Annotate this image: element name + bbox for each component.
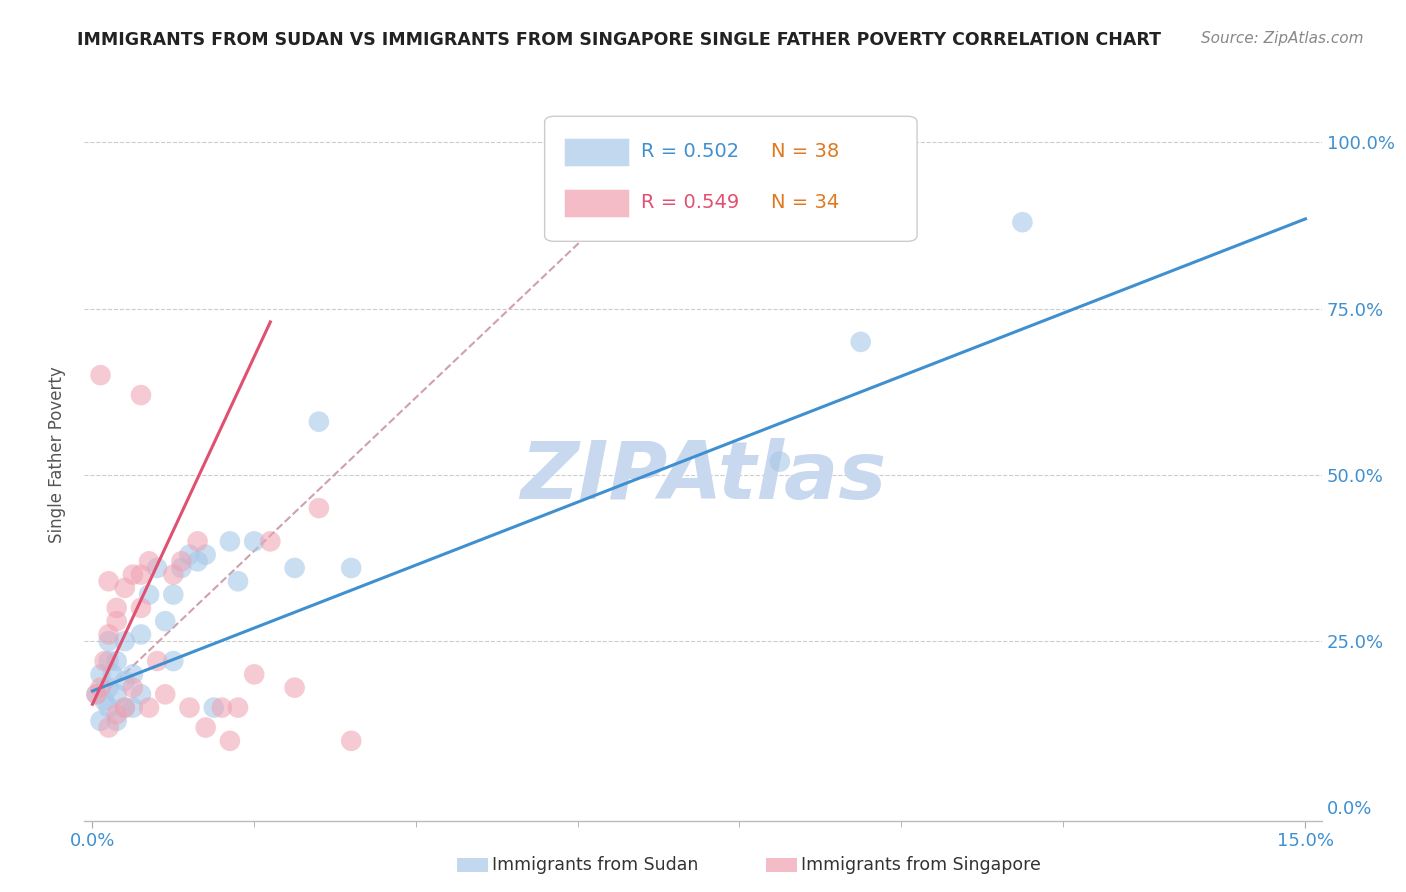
Point bbox=[114, 700, 136, 714]
Point bbox=[211, 700, 233, 714]
Point bbox=[1011, 215, 1033, 229]
Point bbox=[308, 415, 330, 429]
Point bbox=[122, 681, 145, 695]
Text: R = 0.549: R = 0.549 bbox=[641, 193, 740, 212]
FancyBboxPatch shape bbox=[564, 189, 628, 218]
Point bbox=[97, 574, 120, 589]
Point bbox=[146, 654, 169, 668]
Point bbox=[284, 681, 307, 695]
Text: Immigrants from Singapore: Immigrants from Singapore bbox=[801, 856, 1042, 874]
Point bbox=[86, 687, 108, 701]
Point bbox=[122, 700, 145, 714]
Point bbox=[101, 667, 124, 681]
Point bbox=[162, 567, 184, 582]
Point bbox=[97, 700, 120, 714]
Point bbox=[129, 627, 152, 641]
Point bbox=[105, 600, 128, 615]
Point bbox=[243, 667, 266, 681]
Point bbox=[146, 561, 169, 575]
Point bbox=[769, 454, 792, 468]
Point bbox=[122, 667, 145, 681]
Point bbox=[97, 681, 120, 695]
Point bbox=[93, 694, 115, 708]
Point bbox=[105, 707, 128, 722]
Point bbox=[105, 687, 128, 701]
Point bbox=[138, 588, 160, 602]
Point bbox=[226, 574, 249, 589]
Point bbox=[86, 687, 108, 701]
Text: Immigrants from Sudan: Immigrants from Sudan bbox=[492, 856, 699, 874]
Point bbox=[162, 654, 184, 668]
Point bbox=[187, 554, 209, 568]
Point bbox=[155, 614, 177, 628]
Point bbox=[162, 588, 184, 602]
Point bbox=[90, 714, 112, 728]
Point bbox=[179, 700, 201, 714]
Point bbox=[849, 334, 872, 349]
Text: IMMIGRANTS FROM SUDAN VS IMMIGRANTS FROM SINGAPORE SINGLE FATHER POVERTY CORRELA: IMMIGRANTS FROM SUDAN VS IMMIGRANTS FROM… bbox=[77, 31, 1161, 49]
Text: ZIPAtlas: ZIPAtlas bbox=[520, 438, 886, 516]
Point bbox=[170, 561, 193, 575]
Point bbox=[308, 501, 330, 516]
Y-axis label: Single Father Poverty: Single Father Poverty bbox=[48, 367, 66, 543]
Text: R = 0.502: R = 0.502 bbox=[641, 142, 740, 161]
Point bbox=[259, 534, 281, 549]
Point bbox=[129, 600, 152, 615]
Point bbox=[129, 567, 152, 582]
Point bbox=[219, 734, 242, 748]
Point bbox=[93, 654, 115, 668]
Point bbox=[105, 654, 128, 668]
Point bbox=[243, 534, 266, 549]
Point bbox=[114, 581, 136, 595]
Point bbox=[90, 681, 112, 695]
FancyBboxPatch shape bbox=[544, 116, 917, 242]
Point bbox=[105, 614, 128, 628]
Point bbox=[187, 534, 209, 549]
Point bbox=[202, 700, 225, 714]
Point bbox=[138, 554, 160, 568]
Point bbox=[97, 627, 120, 641]
Point bbox=[90, 368, 112, 383]
Point bbox=[179, 548, 201, 562]
Point bbox=[114, 634, 136, 648]
Point bbox=[170, 554, 193, 568]
Point bbox=[194, 548, 217, 562]
Point bbox=[97, 721, 120, 735]
Text: N = 34: N = 34 bbox=[770, 193, 839, 212]
Point bbox=[129, 687, 152, 701]
Point bbox=[90, 667, 112, 681]
Point bbox=[194, 721, 217, 735]
Point bbox=[138, 700, 160, 714]
Point bbox=[129, 388, 152, 402]
Point bbox=[155, 687, 177, 701]
FancyBboxPatch shape bbox=[564, 138, 628, 166]
Point bbox=[105, 714, 128, 728]
Point bbox=[97, 634, 120, 648]
Text: Source: ZipAtlas.com: Source: ZipAtlas.com bbox=[1201, 31, 1364, 46]
Point bbox=[114, 673, 136, 688]
Text: N = 38: N = 38 bbox=[770, 142, 839, 161]
Point bbox=[284, 561, 307, 575]
Point bbox=[219, 534, 242, 549]
Point bbox=[122, 567, 145, 582]
Point bbox=[114, 700, 136, 714]
Point bbox=[340, 734, 363, 748]
Point bbox=[226, 700, 249, 714]
Point bbox=[97, 654, 120, 668]
Point bbox=[340, 561, 363, 575]
